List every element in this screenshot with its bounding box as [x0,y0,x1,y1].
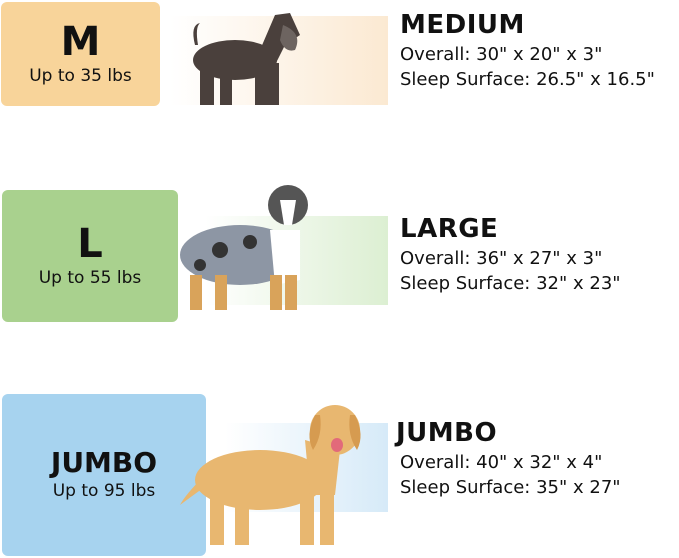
australian-shepherd-icon [180,185,308,310]
overall-dimensions: Overall: 30" x 20" x 3" [400,44,603,65]
size-info-medium: MEDIUM Overall: 30" x 20" x 3" Sleep Sur… [400,10,655,90]
size-info-jumbo: JUMBO Overall: 40" x 32" x 4" Sleep Surf… [396,418,621,498]
golden-retriever-icon [180,405,361,545]
size-box-large: L Up to 55 lbs [2,190,178,322]
size-code: L [77,221,103,267]
overall-dimensions: Overall: 40" x 32" x 4" [400,452,603,473]
size-weight: Up to 35 lbs [29,66,132,86]
size-box-medium: M Up to 35 lbs [1,2,160,106]
size-code: M [60,19,101,65]
sleep-surface-dimensions: Sleep Surface: 35" x 27" [400,477,621,498]
schnauzer-icon [193,13,300,105]
size-name: MEDIUM [400,10,525,40]
size-box-jumbo: JUMBO Up to 95 lbs [2,394,206,556]
size-name: JUMBO [396,418,498,448]
size-info-large: LARGE Overall: 36" x 27" x 3" Sleep Surf… [400,214,621,294]
sleep-surface-dimensions: Sleep Surface: 26.5" x 16.5" [400,69,655,90]
size-weight: Up to 55 lbs [38,268,142,288]
sleep-surface-dimensions: Sleep Surface: 32" x 23" [400,273,621,294]
overall-dimensions: Overall: 36" x 27" x 3" [400,248,603,269]
size-name: LARGE [400,214,499,244]
size-code: JUMBO [50,446,158,479]
size-weight: Up to 95 lbs [52,481,156,501]
